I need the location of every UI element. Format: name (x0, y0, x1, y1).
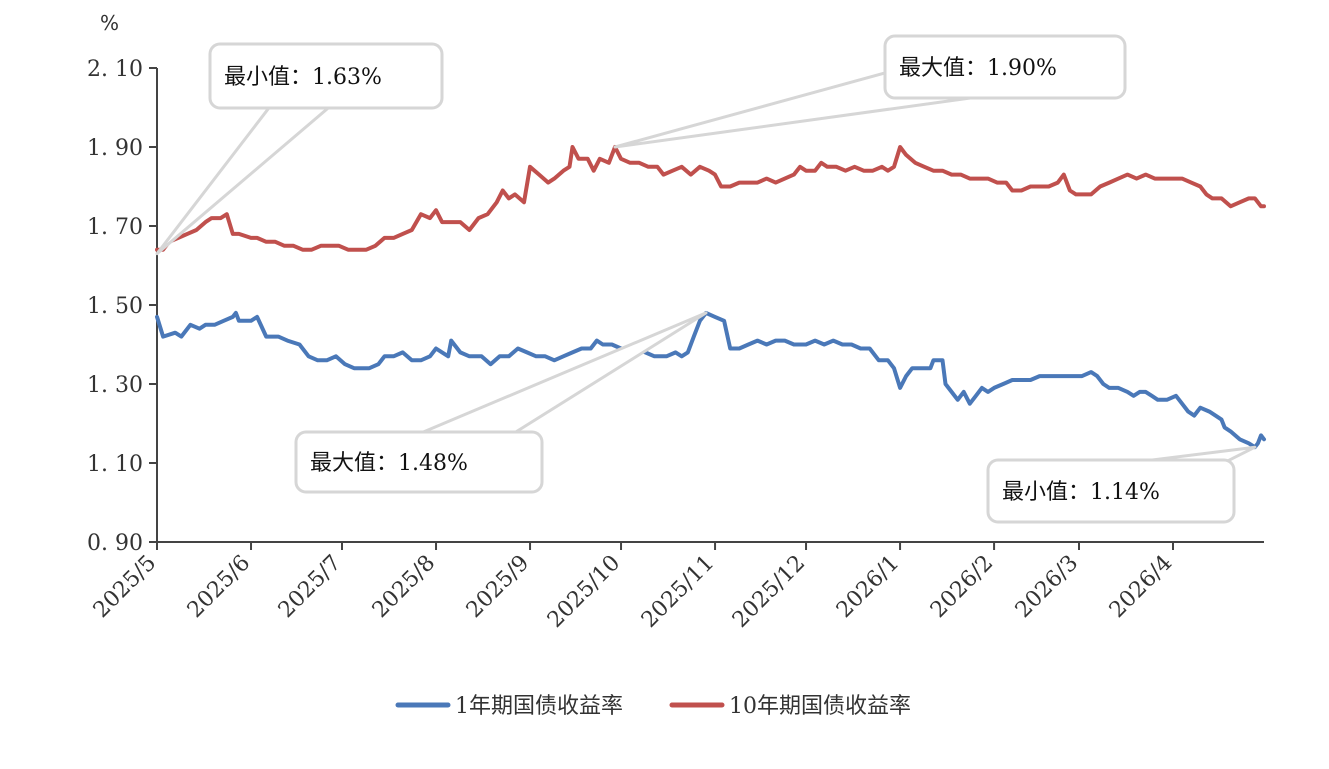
x-tick-label: 2026/3 (1011, 551, 1083, 623)
annotation-label: 最小值：1.63% (224, 65, 382, 90)
y-tick-label: 2. 10 (87, 57, 143, 82)
x-tick-label: 2025/7 (274, 551, 346, 623)
y-tick-label: 1. 10 (87, 452, 143, 477)
x-tick-label: 2025/10 (543, 551, 625, 633)
annotation-box-fill (212, 46, 440, 106)
legend-label: 1年期国债收益率 (455, 694, 623, 719)
y-axis-unit: % (100, 11, 119, 35)
x-tick-label: 2025/6 (183, 551, 255, 623)
legend-label: 10年期国债收益率 (729, 694, 911, 719)
x-tick-label: 2025/9 (462, 551, 534, 623)
x-tick-label: 2026/2 (926, 551, 998, 623)
series-lines (155, 145, 1266, 450)
x-tick-label: 2026/4 (1105, 551, 1177, 623)
y-tick-label: 1. 50 (87, 294, 143, 319)
x-tick-label: 2025/12 (728, 551, 810, 633)
y-tick-label: 1. 90 (87, 136, 143, 161)
annotation-label: 最小值：1.14% (1002, 480, 1160, 505)
annotation-box-fill (298, 434, 540, 490)
annotation-box-fill (887, 38, 1123, 96)
legend: 1年期国债收益率 10年期国债收益率 (395, 694, 911, 719)
series-line-1y (155, 310, 1266, 450)
annotation-label: 最大值：1.90% (899, 56, 1057, 81)
annotation-label: 最大值：1.48% (310, 451, 468, 476)
annotations: 最小值：1.63% 最大值：1.90% 最大值：1.48% 最小值：1.14% (155, 34, 1257, 524)
x-tick-label: 2025/11 (637, 551, 719, 633)
y-tick-label: 0. 90 (87, 531, 143, 556)
x-tick-label: 2025/8 (368, 551, 440, 623)
x-tick-label: 2026/1 (832, 551, 904, 623)
annotation-box-fill (990, 462, 1232, 520)
series-line-10y (155, 145, 1266, 252)
y-tick-label: 1. 30 (87, 373, 143, 398)
x-tick-label: 2025/5 (89, 551, 161, 623)
y-tick-label: 1. 70 (87, 215, 143, 240)
